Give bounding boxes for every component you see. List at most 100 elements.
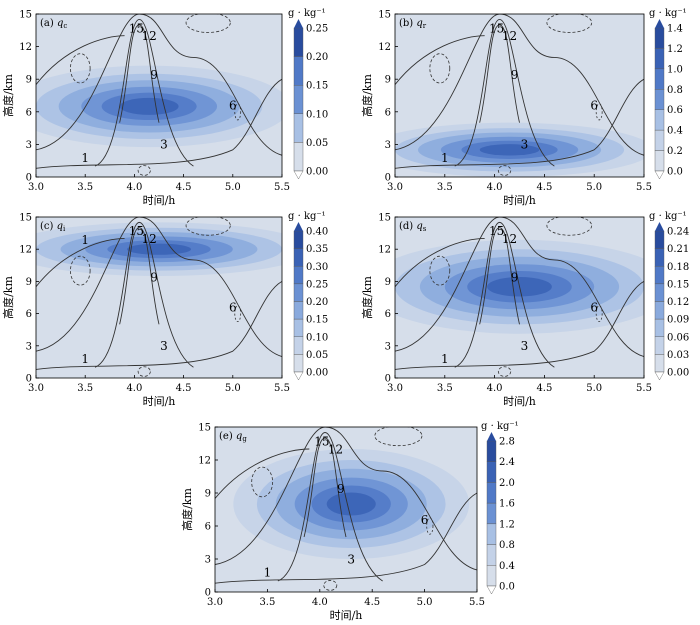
axes-frame — [394, 13, 645, 178]
x-axis-title: 时间/h — [143, 194, 176, 207]
y-tick-label: 0 — [26, 173, 32, 184]
colorbar-tick-label: 2.8 — [499, 437, 515, 448]
dashed-contour-top — [374, 427, 423, 447]
dashed-contour-top — [185, 217, 231, 236]
colorbar-tick-label: 0.06 — [667, 332, 689, 343]
colorbar-tick-label: 0.8 — [667, 85, 683, 96]
contour-label: 1 — [81, 233, 89, 247]
colorbar-segment — [486, 523, 497, 545]
colorbar-extend-bottom — [293, 170, 304, 180]
y-tick-label: 15 — [198, 423, 211, 434]
y-tick-label: 0 — [205, 588, 211, 599]
x-tick-label: 3.5 — [437, 182, 453, 193]
colorbar: 0.40 0.35 0.30 0.25 0.20 0.15 0.10 0.05 0.00 g · … — [288, 211, 328, 381]
colorbar-extend-top — [655, 19, 664, 28]
y-axis-title: 高度/km — [360, 276, 374, 319]
y-tick-label: 6 — [385, 309, 391, 320]
colorbar-segment — [293, 354, 304, 373]
contour-line-4 — [395, 35, 485, 85]
colorbar-segment — [486, 440, 497, 462]
contour-label: 1 — [81, 151, 89, 165]
dashed-contour-right — [595, 305, 603, 323]
dashed-contour-top — [185, 14, 231, 33]
colorbar-extend-top — [294, 222, 303, 231]
contour-line-3 — [215, 492, 477, 584]
y-tick-label: 12 — [378, 245, 391, 256]
contour-line-2 — [119, 24, 160, 123]
colorbar-segment — [654, 266, 665, 285]
colorbar-tick-label: 0.24 — [667, 227, 689, 238]
contour-line-2 — [303, 437, 347, 538]
colorbar: 2.8 2.4 2.0 1.6 1.2 0.8 0.4 0.0 g · kg⁻¹ — [481, 421, 519, 595]
dashed-contour-right — [426, 517, 434, 535]
y-tick-label: 9 — [385, 277, 391, 288]
colorbar-tick-label: 0.20 — [306, 297, 328, 308]
contour-line-0 — [215, 427, 477, 571]
x-tick-label: 3.5 — [77, 383, 93, 394]
dashed-contour-left — [70, 53, 91, 84]
contour-label: 3 — [160, 138, 168, 152]
y-tick-label: 3 — [385, 341, 391, 352]
y-tick-label: 15 — [19, 10, 32, 21]
contour-label: 9 — [511, 270, 519, 284]
contour-label: 6 — [590, 300, 598, 314]
x-tick-label: 5.0 — [225, 383, 241, 394]
y-tick-label: 12 — [19, 42, 32, 53]
axes-frame — [35, 13, 283, 178]
panel-label: (c) qi — [40, 221, 66, 233]
colorbar-segment — [486, 502, 497, 525]
x-tick-label: 5.5 — [636, 182, 652, 193]
colorbar-tick-label: 0.12 — [667, 297, 689, 308]
x-tick-label: 3.5 — [437, 383, 453, 394]
y-tick-label: 0 — [385, 374, 391, 385]
x-axis-title: 时间/h — [503, 194, 536, 207]
x-tick-label: 3.0 — [28, 383, 44, 394]
colorbar-segment — [654, 318, 665, 337]
contour-line-2 — [119, 227, 160, 325]
colorbar-tick-label: 0.18 — [667, 262, 689, 273]
colorbar-tick-label: 1.2 — [667, 44, 683, 55]
x-tick-label: 3.0 — [28, 182, 44, 193]
colorbar-segment — [654, 336, 665, 355]
colorbar-tick-label: 0.03 — [667, 350, 689, 361]
colorbar-extend-bottom — [654, 170, 665, 180]
x-tick-label: 4.5 — [536, 182, 552, 193]
contour-label: 6 — [421, 513, 429, 527]
contour-label: 12 — [328, 442, 343, 456]
colorbar-tick-label: 0.35 — [306, 244, 328, 255]
contour-label: 3 — [347, 552, 355, 566]
dashed-contour-bottom — [137, 366, 151, 377]
colorbar-segment — [654, 354, 665, 373]
colorbar-segment — [293, 266, 304, 285]
x-tick-label: 4.5 — [536, 383, 552, 394]
x-tick-label: 5.0 — [417, 597, 433, 608]
x-tick-label: 4.0 — [126, 182, 142, 193]
y-tick-label: 6 — [26, 107, 32, 118]
colorbar-tick-label: 1.2 — [499, 519, 515, 530]
colorbar-segment — [654, 68, 665, 90]
axes-frame — [394, 216, 645, 379]
x-tick-label: 4.0 — [487, 182, 503, 193]
contour-label: 1 — [441, 352, 449, 366]
dashed-contour-bottom — [497, 165, 512, 176]
dashed-contour-bottom — [497, 366, 512, 377]
dashed-contour-right — [234, 103, 242, 121]
contour-line-3 — [36, 281, 282, 370]
colorbar-extend-bottom — [654, 371, 665, 381]
x-tick-label: 5.5 — [636, 383, 652, 394]
contour-label: 6 — [229, 99, 237, 113]
contour-line-1 — [94, 221, 194, 368]
x-tick-label: 4.5 — [364, 597, 380, 608]
x-axis-title: 时间/h — [503, 395, 536, 408]
contour-label: 1 — [264, 566, 272, 580]
colorbar-segment — [293, 113, 304, 143]
colorbar-extend-top — [294, 19, 303, 28]
x-tick-label: 3.0 — [387, 383, 403, 394]
y-tick-label: 6 — [385, 107, 391, 118]
y-tick-label: 12 — [198, 456, 211, 467]
colorbar-segment — [293, 230, 304, 249]
